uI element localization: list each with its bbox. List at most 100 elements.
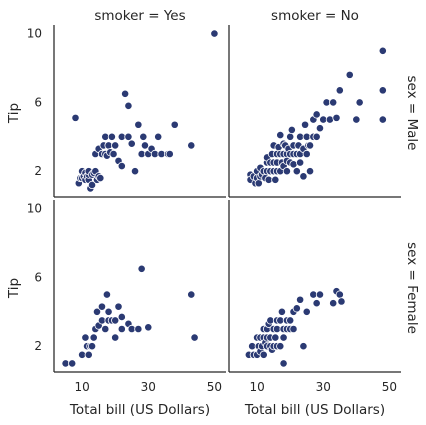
- row-title-sex-male: sex = Male: [404, 76, 420, 151]
- data-point: [279, 359, 288, 368]
- data-point: [271, 175, 280, 184]
- x-tick-label: 30: [141, 380, 156, 394]
- data-point: [210, 29, 219, 38]
- data-point: [68, 359, 77, 368]
- data-point: [170, 120, 179, 129]
- data-point: [104, 307, 113, 316]
- data-point: [187, 141, 196, 150]
- data-point: [117, 312, 126, 322]
- data-point: [302, 307, 311, 316]
- data-point: [114, 302, 123, 311]
- data-point: [335, 290, 344, 299]
- data-point: [254, 179, 263, 188]
- y-tick-label: 6: [34, 95, 42, 109]
- data-point: [286, 132, 295, 141]
- data-point: [329, 98, 338, 107]
- data-point: [325, 115, 334, 124]
- y-tick-label: 10: [27, 27, 42, 41]
- data-point: [299, 342, 308, 351]
- data-point: [287, 125, 296, 135]
- data-point: [87, 180, 97, 190]
- data-point: [140, 141, 150, 150]
- data-point: [276, 130, 285, 140]
- data-point: [96, 173, 105, 183]
- data-point: [117, 324, 126, 334]
- data-point: [111, 333, 120, 342]
- data-point: [71, 113, 80, 122]
- y-tick-label: 2: [34, 164, 42, 178]
- row-title-sex-female: sex = Female: [404, 242, 420, 334]
- data-point: [329, 299, 338, 308]
- data-point: [276, 342, 285, 351]
- col-title-smoker-no: smoker = No: [271, 8, 359, 24]
- data-point: [84, 350, 93, 359]
- data-point: [378, 86, 387, 95]
- data-point: [378, 115, 387, 124]
- data-point: [305, 167, 315, 176]
- x-axis-title-left: Total bill (US Dollars): [69, 402, 210, 418]
- data-point: [271, 333, 280, 342]
- data-point: [144, 323, 153, 332]
- data-point: [286, 316, 295, 325]
- data-point: [279, 333, 288, 342]
- panel-female-smoker-no: 10 30 50: [228, 200, 401, 394]
- data-point: [277, 307, 287, 316]
- data-point: [165, 149, 174, 159]
- data-point: [296, 295, 305, 304]
- data-point: [89, 333, 98, 342]
- data-point: [117, 161, 126, 171]
- facet-panels: 2 6 10 2 6 10 10 30 50 10 30 50: [27, 25, 401, 394]
- x-axis-title-right: Total bill (US Dollars): [244, 402, 385, 418]
- data-point: [337, 297, 346, 306]
- y-tick-label: 6: [34, 270, 42, 284]
- data-point: [355, 98, 364, 107]
- data-point: [137, 264, 146, 273]
- data-point: [300, 120, 310, 129]
- data-point: [315, 124, 325, 133]
- x-tick-label: 50: [207, 380, 222, 394]
- panel-male-smoker-yes: 2 6 10: [27, 25, 226, 198]
- data-point: [296, 158, 305, 167]
- data-point: [292, 167, 301, 176]
- data-point: [121, 89, 130, 98]
- data-point: [335, 86, 344, 95]
- data-point: [289, 324, 298, 334]
- data-point: [124, 132, 133, 141]
- y-axis-title-bottom: Tip: [6, 278, 22, 299]
- data-point: [299, 172, 308, 181]
- data-point: [127, 139, 136, 148]
- data-point: [289, 160, 298, 169]
- data-point: [292, 304, 301, 313]
- data-point: [134, 120, 143, 129]
- data-point: [81, 333, 90, 342]
- col-title-smoker-yes: smoker = Yes: [94, 8, 185, 24]
- data-point: [111, 141, 120, 150]
- data-point: [315, 290, 325, 299]
- data-point: [101, 324, 110, 334]
- data-point: [312, 110, 321, 119]
- x-tick-label: 10: [74, 380, 89, 394]
- data-point: [259, 350, 268, 359]
- data-point: [378, 46, 387, 55]
- data-point: [302, 149, 311, 159]
- y-tick-label: 2: [34, 339, 42, 353]
- data-point: [312, 132, 321, 141]
- data-point: [134, 324, 143, 334]
- data-point: [332, 113, 341, 122]
- y-tick-label: 10: [27, 202, 42, 216]
- data-point: [154, 132, 163, 141]
- panel-female-smoker-yes: 2 6 10 10 30 50: [27, 200, 226, 394]
- data-point: [190, 333, 199, 342]
- data-point: [124, 101, 133, 110]
- data-point: [345, 70, 354, 79]
- data-point: [312, 299, 321, 308]
- data-point: [139, 132, 148, 141]
- data-point: [87, 342, 97, 351]
- data-point: [352, 115, 361, 124]
- panel-male-smoker-no: [228, 25, 401, 198]
- x-tick-label: 50: [382, 380, 397, 394]
- y-axis-title-top: Tip: [6, 103, 22, 124]
- data-point: [305, 141, 315, 150]
- facet-titles: smoker = Yes smoker = No sex = Male sex …: [6, 8, 420, 418]
